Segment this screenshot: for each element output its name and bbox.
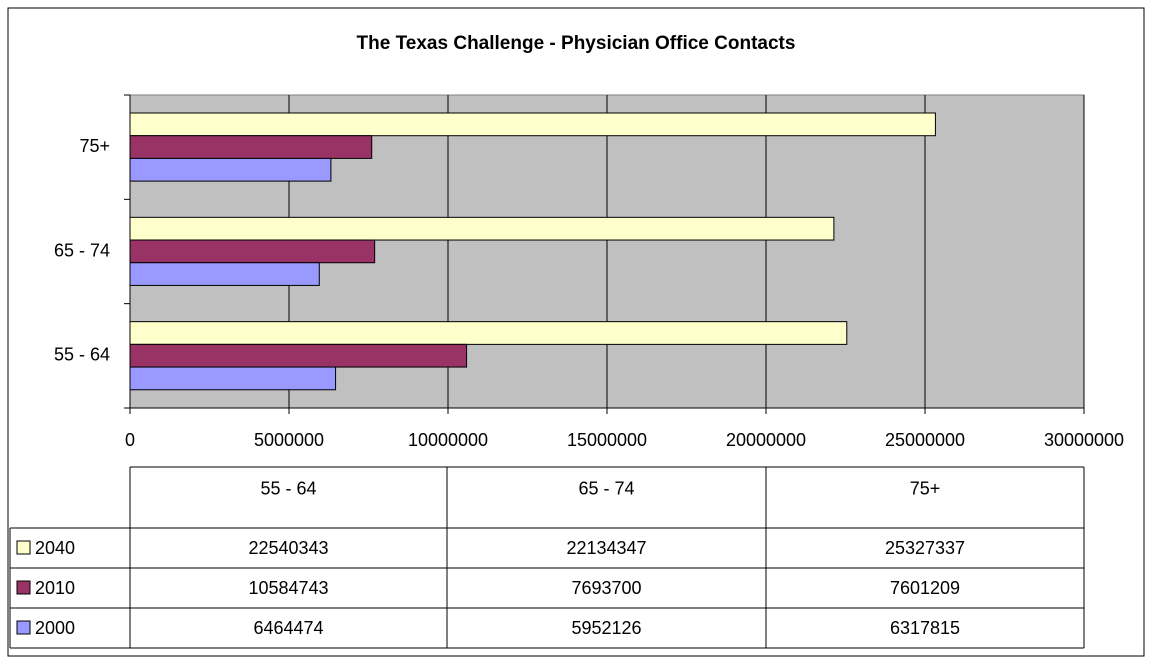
table-cell: 7601209 xyxy=(890,578,960,598)
legend-label: 2000 xyxy=(35,618,75,638)
table-header: 65 - 74 xyxy=(578,478,634,498)
legend-swatch xyxy=(16,580,31,595)
y-tick-label: 55 - 64 xyxy=(54,345,110,365)
x-tick-label: 10000000 xyxy=(408,430,488,450)
table-cell: 7693700 xyxy=(571,578,641,598)
bar xyxy=(129,112,936,137)
bar xyxy=(129,321,848,345)
table-cell: 5952126 xyxy=(571,618,641,638)
bar xyxy=(129,216,835,241)
x-tick-label: 25000000 xyxy=(885,430,965,450)
table-cell: 22540343 xyxy=(248,538,328,558)
x-tick-label: 20000000 xyxy=(726,430,806,450)
table-cell: 10584743 xyxy=(248,578,328,598)
y-tick-label: 75+ xyxy=(79,136,110,156)
x-tick-label: 0 xyxy=(125,430,135,450)
x-tick-label: 5000000 xyxy=(254,430,324,450)
legend-label: 2010 xyxy=(35,578,75,598)
legend-swatch xyxy=(16,540,31,555)
x-tick-label: 30000000 xyxy=(1044,430,1124,450)
table-header: 55 - 64 xyxy=(260,478,316,498)
table-cell: 22134347 xyxy=(566,538,646,558)
table-cell: 6464474 xyxy=(253,618,323,638)
table-cell: 6317815 xyxy=(890,618,960,638)
legend-label: 2040 xyxy=(35,538,75,558)
table-header: 75+ xyxy=(910,478,941,498)
bar xyxy=(129,262,320,286)
legend-swatch xyxy=(16,620,31,635)
bar xyxy=(129,239,376,264)
y-tick-label: 65 - 74 xyxy=(54,240,110,260)
chart-title: The Texas Challenge - Physician Office C… xyxy=(357,33,796,54)
table-cell: 25327337 xyxy=(885,538,965,558)
bar xyxy=(129,135,373,159)
bar xyxy=(129,343,468,368)
bar xyxy=(129,157,332,182)
x-tick-label: 15000000 xyxy=(567,430,647,450)
bar xyxy=(129,366,337,391)
